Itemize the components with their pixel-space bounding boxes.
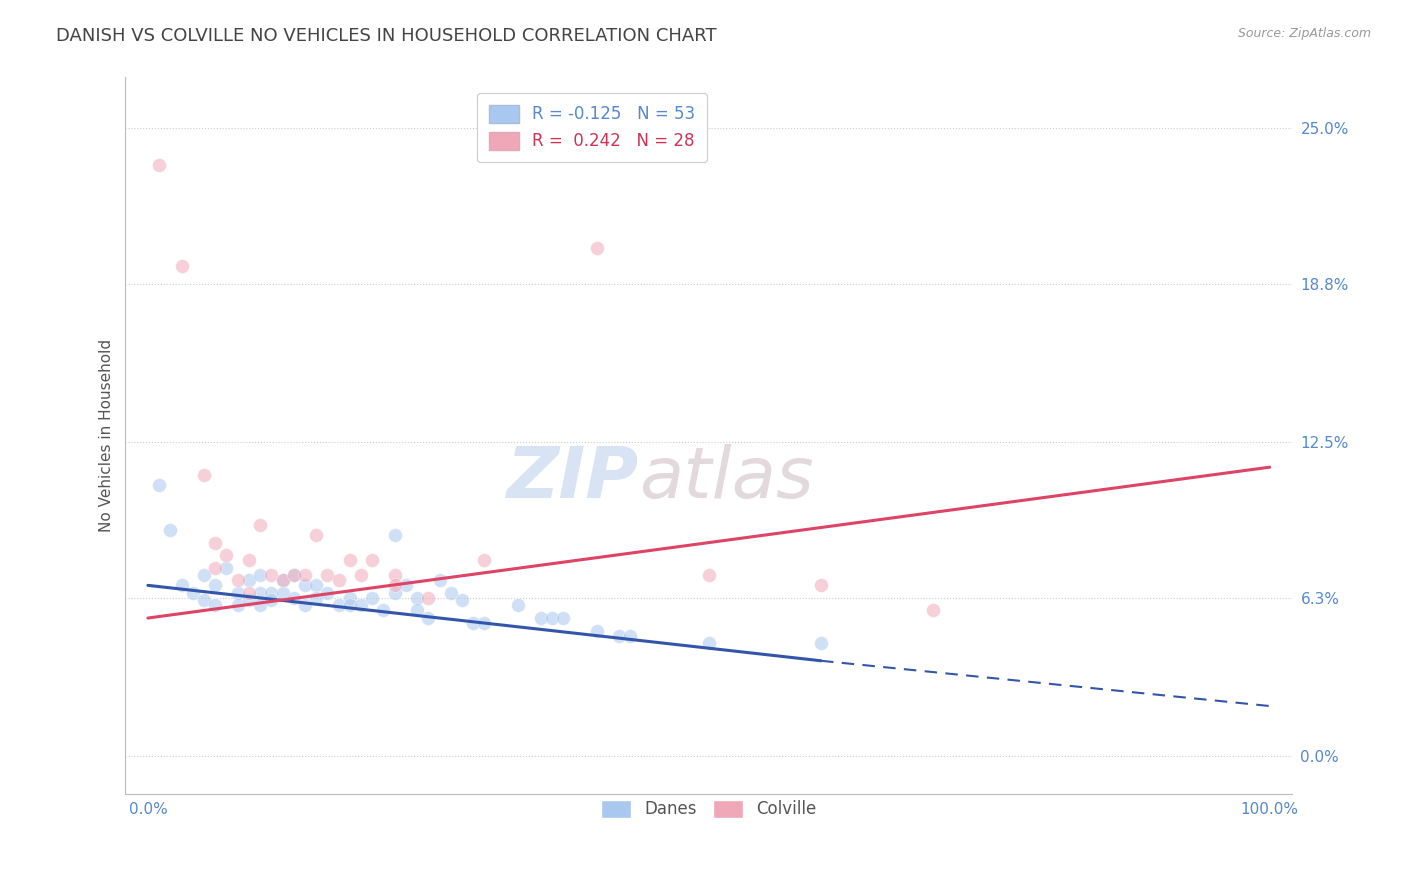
Point xyxy=(294,578,316,592)
Point xyxy=(305,591,328,605)
Point xyxy=(585,241,607,255)
Point xyxy=(316,568,339,582)
Point xyxy=(148,477,170,491)
Point xyxy=(249,568,271,582)
Point xyxy=(361,591,384,605)
Point xyxy=(540,611,562,625)
Point xyxy=(395,578,418,592)
Point xyxy=(238,574,260,588)
Point xyxy=(384,568,406,582)
Point xyxy=(463,615,485,630)
Point xyxy=(607,629,630,643)
Point xyxy=(170,259,193,273)
Point xyxy=(215,548,238,562)
Point xyxy=(697,568,720,582)
Point xyxy=(697,636,720,650)
Point xyxy=(619,629,641,643)
Point xyxy=(506,599,529,613)
Point xyxy=(451,593,474,607)
Point xyxy=(249,518,271,533)
Point xyxy=(249,599,271,613)
Point xyxy=(440,586,463,600)
Point xyxy=(181,586,204,600)
Point xyxy=(271,586,294,600)
Point xyxy=(922,603,945,617)
Point xyxy=(238,593,260,607)
Point xyxy=(373,603,395,617)
Point xyxy=(226,574,249,588)
Point xyxy=(271,574,294,588)
Point xyxy=(305,578,328,592)
Point xyxy=(226,599,249,613)
Point xyxy=(260,568,283,582)
Text: Source: ZipAtlas.com: Source: ZipAtlas.com xyxy=(1237,27,1371,40)
Point xyxy=(418,611,440,625)
Text: atlas: atlas xyxy=(638,444,814,513)
Point xyxy=(204,560,226,574)
Point xyxy=(316,586,339,600)
Point xyxy=(529,611,551,625)
Point xyxy=(238,586,260,600)
Point xyxy=(148,158,170,172)
Point xyxy=(384,578,406,592)
Point xyxy=(238,553,260,567)
Point xyxy=(294,599,316,613)
Point xyxy=(283,568,305,582)
Point xyxy=(474,553,496,567)
Point xyxy=(406,591,429,605)
Point xyxy=(193,467,215,482)
Point xyxy=(585,624,607,638)
Point xyxy=(384,586,406,600)
Point xyxy=(260,593,283,607)
Point xyxy=(350,568,373,582)
Point xyxy=(249,586,271,600)
Legend: Danes, Colville: Danes, Colville xyxy=(595,793,824,825)
Point xyxy=(204,535,226,549)
Point xyxy=(339,591,361,605)
Point xyxy=(283,568,305,582)
Point xyxy=(350,599,373,613)
Point xyxy=(204,599,226,613)
Point xyxy=(474,615,496,630)
Point xyxy=(283,591,305,605)
Point xyxy=(339,553,361,567)
Text: DANISH VS COLVILLE NO VEHICLES IN HOUSEHOLD CORRELATION CHART: DANISH VS COLVILLE NO VEHICLES IN HOUSEH… xyxy=(56,27,717,45)
Point xyxy=(260,586,283,600)
Point xyxy=(204,578,226,592)
Point xyxy=(810,578,832,592)
Point xyxy=(384,528,406,542)
Point xyxy=(170,578,193,592)
Text: ZIP: ZIP xyxy=(506,444,638,513)
Point xyxy=(193,593,215,607)
Point xyxy=(305,528,328,542)
Point xyxy=(271,574,294,588)
Y-axis label: No Vehicles in Household: No Vehicles in Household xyxy=(100,339,114,533)
Point xyxy=(294,568,316,582)
Point xyxy=(551,611,574,625)
Point xyxy=(328,574,350,588)
Point xyxy=(418,591,440,605)
Point xyxy=(361,553,384,567)
Point xyxy=(328,599,350,613)
Point xyxy=(429,574,451,588)
Point xyxy=(226,586,249,600)
Point xyxy=(159,523,181,537)
Point xyxy=(339,599,361,613)
Point xyxy=(810,636,832,650)
Point xyxy=(406,603,429,617)
Point xyxy=(193,568,215,582)
Point xyxy=(215,560,238,574)
